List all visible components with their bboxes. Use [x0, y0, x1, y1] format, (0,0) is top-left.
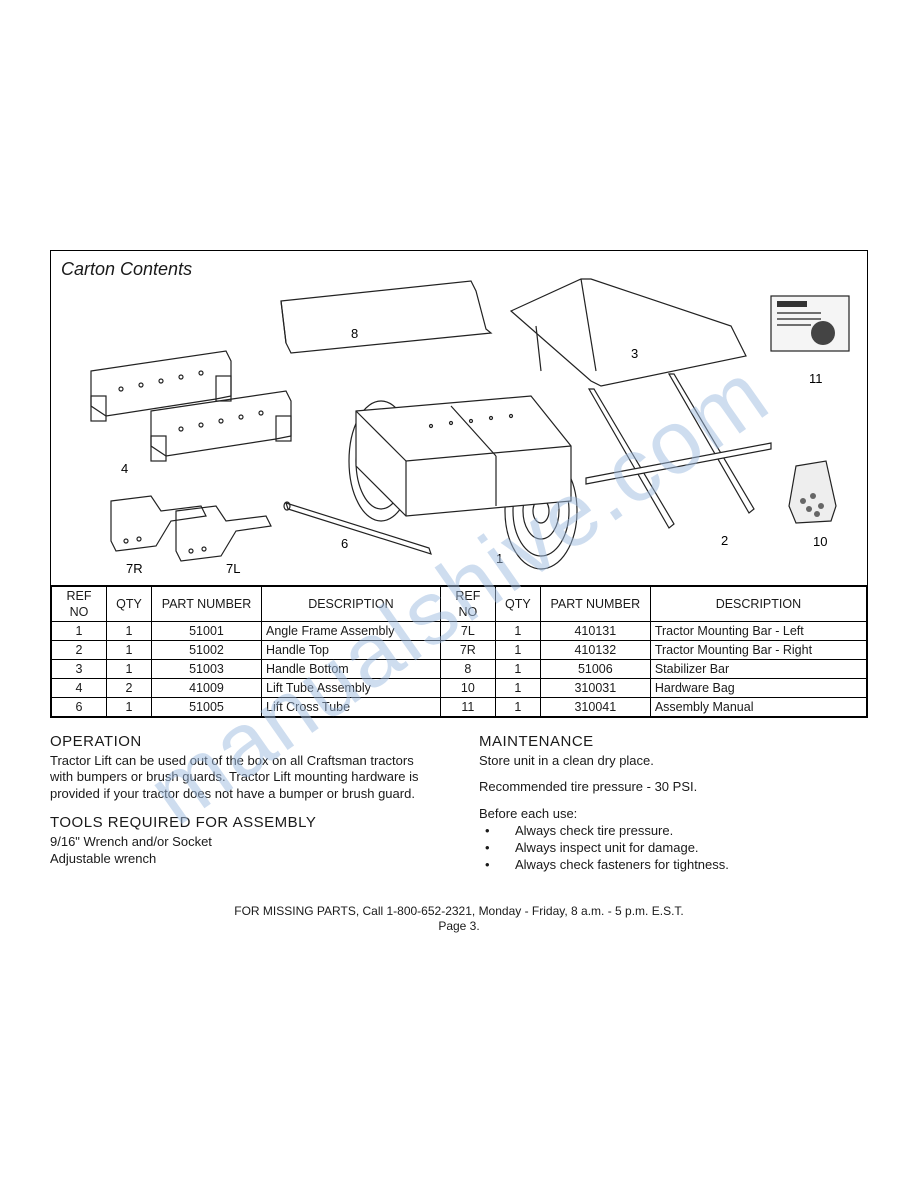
left-column: OPERATION Tractor Lift can be used out o… — [50, 732, 439, 874]
diagram-label-10: 10 — [813, 534, 827, 549]
table-cell: 6 — [52, 698, 107, 717]
table-cell: 10 — [440, 679, 495, 698]
table-cell: 1 — [107, 622, 152, 641]
footer-page-number: Page 3. — [50, 919, 868, 935]
table-cell: 1 — [495, 660, 540, 679]
table-cell: 51005 — [152, 698, 262, 717]
maintenance-bullet: Always inspect unit for damage. — [479, 840, 868, 857]
header-partnumber-right: PART NUMBER — [540, 587, 650, 622]
tools-heading: TOOLS REQUIRED FOR ASSEMBLY — [50, 813, 439, 833]
table-cell: 1 — [495, 622, 540, 641]
tools-line2: Adjustable wrench — [50, 851, 439, 868]
table-cell: 310041 — [540, 698, 650, 717]
header-qty-left: QTY — [107, 587, 152, 622]
table-cell: 1 — [495, 698, 540, 717]
table-cell: 4 — [52, 679, 107, 698]
info-columns: OPERATION Tractor Lift can be used out o… — [50, 732, 868, 874]
diagram-label-4: 4 — [121, 461, 128, 476]
table-cell: Tractor Mounting Bar - Right — [650, 641, 866, 660]
right-column: MAINTENANCE Store unit in a clean dry pl… — [479, 732, 868, 874]
table-cell: 1 — [495, 641, 540, 660]
diagram-label-6: 6 — [341, 536, 348, 551]
table-cell: 2 — [52, 641, 107, 660]
table-cell: 8 — [440, 660, 495, 679]
table-cell: Lift Tube Assembly — [262, 679, 441, 698]
tools-line1: 9/16" Wrench and/or Socket — [50, 834, 439, 851]
table-cell: 2 — [107, 679, 152, 698]
table-cell: 1 — [52, 622, 107, 641]
header-description-right: DESCRIPTION — [650, 587, 866, 622]
table-row: 4241009Lift Tube Assembly101310031Hardwa… — [52, 679, 867, 698]
table-cell: 51003 — [152, 660, 262, 679]
maintenance-bullet: Always check tire pressure. — [479, 823, 868, 840]
parts-diagram-svg — [51, 251, 866, 586]
table-cell: 1 — [107, 641, 152, 660]
maintenance-heading: MAINTENANCE — [479, 732, 868, 752]
table-row: 3151003Handle Bottom8151006Stabilizer Ba… — [52, 660, 867, 679]
parts-table: REF NO QTY PART NUMBER DESCRIPTION REF N… — [51, 586, 867, 717]
table-cell: Assembly Manual — [650, 698, 866, 717]
header-refno-right: REF NO — [440, 587, 495, 622]
table-cell: 51002 — [152, 641, 262, 660]
table-cell: Handle Top — [262, 641, 441, 660]
carton-contents-diagram: Carton Contents — [51, 251, 867, 586]
parts-table-header-row: REF NO QTY PART NUMBER DESCRIPTION REF N… — [52, 587, 867, 622]
main-content-box: Carton Contents — [50, 250, 868, 718]
maintenance-line2: Recommended tire pressure - 30 PSI. — [479, 779, 868, 796]
table-cell: Handle Bottom — [262, 660, 441, 679]
diagram-label-3: 3 — [631, 346, 638, 361]
table-cell: 310031 — [540, 679, 650, 698]
maintenance-bullet: Always check fasteners for tightness. — [479, 857, 868, 874]
diagram-label-7R: 7R — [126, 561, 143, 576]
table-cell: 1 — [495, 679, 540, 698]
page-footer: FOR MISSING PARTS, Call 1-800-652-2321, … — [50, 904, 868, 935]
table-cell: 7L — [440, 622, 495, 641]
table-row: 2151002Handle Top7R1410132Tractor Mounti… — [52, 641, 867, 660]
table-cell: 1 — [107, 698, 152, 717]
table-cell: 410131 — [540, 622, 650, 641]
table-cell: Angle Frame Assembly — [262, 622, 441, 641]
maintenance-line1: Store unit in a clean dry place. — [479, 753, 868, 770]
table-row: 1151001Angle Frame Assembly7L1410131Trac… — [52, 622, 867, 641]
operation-text: Tractor Lift can be used out of the box … — [50, 753, 439, 804]
diagram-label-7L: 7L — [226, 561, 240, 576]
table-cell: Hardware Bag — [650, 679, 866, 698]
table-row: 6151005Lift Cross Tube111310041Assembly … — [52, 698, 867, 717]
table-cell: 41009 — [152, 679, 262, 698]
table-cell: 51001 — [152, 622, 262, 641]
table-cell: Stabilizer Bar — [650, 660, 866, 679]
table-cell: 11 — [440, 698, 495, 717]
table-cell: 7R — [440, 641, 495, 660]
table-cell: 3 — [52, 660, 107, 679]
header-refno-left: REF NO — [52, 587, 107, 622]
maintenance-before-use: Before each use: — [479, 806, 868, 823]
diagram-label-11: 11 — [809, 371, 823, 386]
operation-heading: OPERATION — [50, 732, 439, 752]
table-cell: Tractor Mounting Bar - Left — [650, 622, 866, 641]
table-cell: 1 — [107, 660, 152, 679]
table-cell: 410132 — [540, 641, 650, 660]
table-cell: 51006 — [540, 660, 650, 679]
diagram-label-8: 8 — [351, 326, 358, 341]
maintenance-bullet-list: Always check tire pressure.Always inspec… — [479, 823, 868, 874]
diagram-label-2: 2 — [721, 533, 728, 548]
header-qty-right: QTY — [495, 587, 540, 622]
header-partnumber-left: PART NUMBER — [152, 587, 262, 622]
diagram-label-1: 1 — [496, 551, 503, 566]
table-cell: Lift Cross Tube — [262, 698, 441, 717]
footer-missing-parts: FOR MISSING PARTS, Call 1-800-652-2321, … — [50, 904, 868, 920]
header-description-left: DESCRIPTION — [262, 587, 441, 622]
